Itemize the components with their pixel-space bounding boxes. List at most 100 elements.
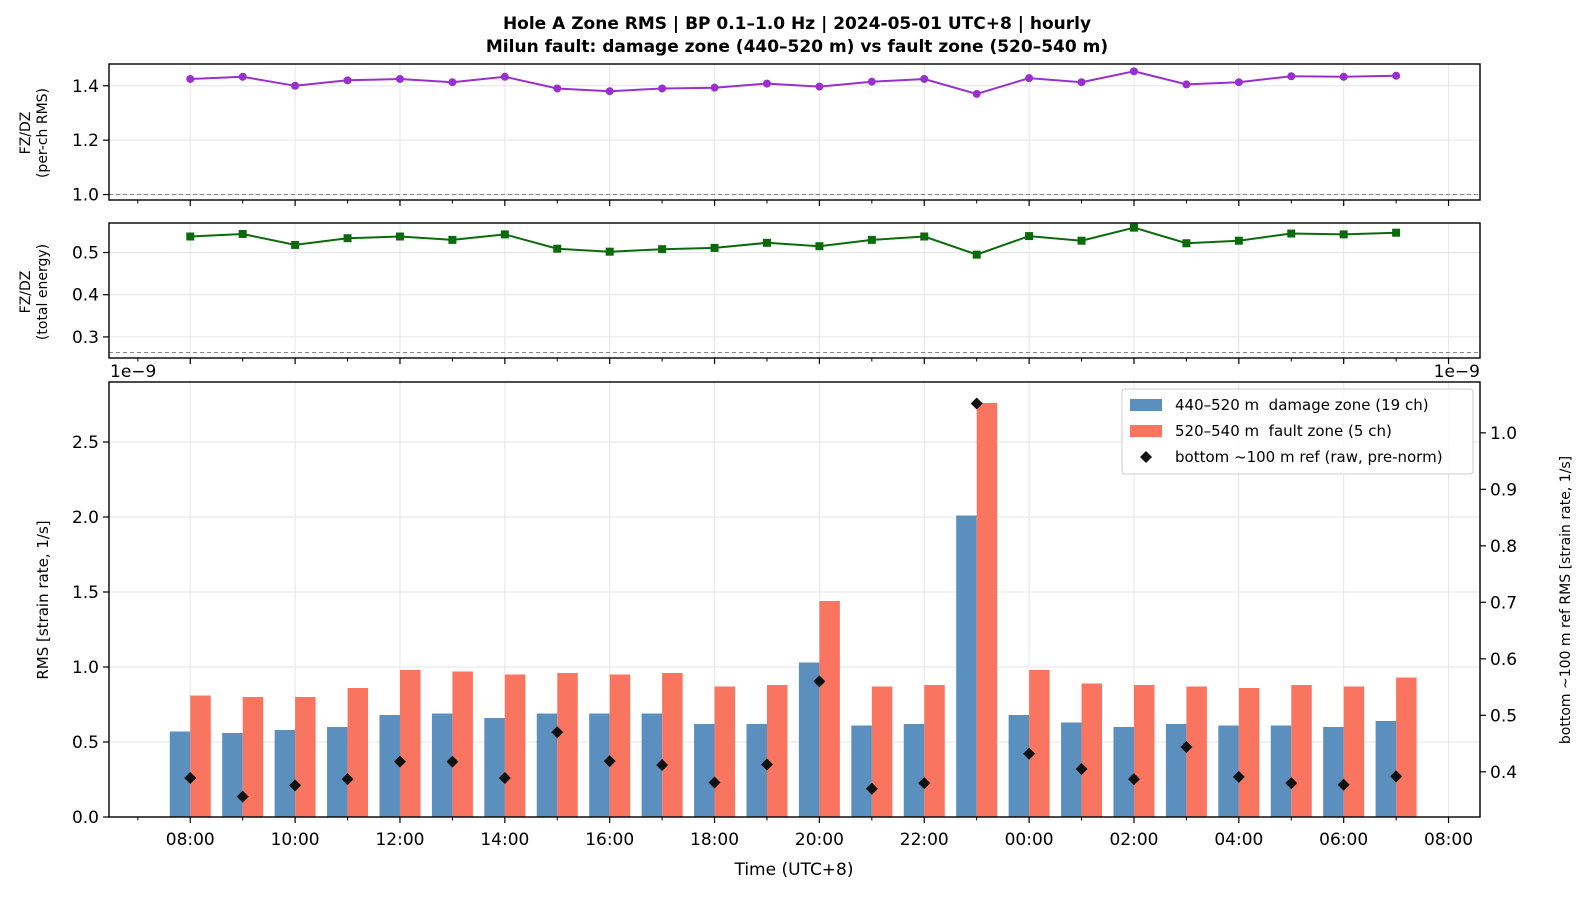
middle-panel-frame xyxy=(108,222,1481,359)
bar-damage-zone xyxy=(851,725,872,817)
p2-point xyxy=(291,240,300,249)
bar-damage-zone xyxy=(327,727,348,817)
bar-fault-zone xyxy=(1186,686,1207,817)
bar-damage-zone xyxy=(222,733,243,817)
bar-damage-zone xyxy=(431,713,453,817)
top-panel-frame xyxy=(108,63,1481,201)
bar-fault-zone xyxy=(242,697,264,817)
y-tick-label: 0.0 xyxy=(72,808,99,828)
ref-marker xyxy=(184,772,197,785)
p2-point xyxy=(1077,236,1086,245)
bar-fault-zone xyxy=(1291,685,1312,817)
p2-point xyxy=(867,235,876,244)
legend-label-ref: bottom ~100 m ref (raw, pre-norm) xyxy=(1175,448,1443,466)
p2-point xyxy=(448,235,457,244)
ref-marker xyxy=(236,790,249,803)
ref-marker xyxy=(393,755,406,768)
bar-damage-zone xyxy=(1008,715,1030,817)
middle-ylabel-line1: FZ/DZ xyxy=(18,271,34,314)
bar-damage-zone xyxy=(1375,721,1397,817)
x-tick-label: 08:00 xyxy=(1424,830,1473,850)
y-tick-label: 2.5 xyxy=(72,433,99,453)
bar-fault-zone xyxy=(714,686,736,817)
bar-fault-zone xyxy=(452,671,473,817)
bar-damage-zone xyxy=(798,662,820,817)
ref-marker xyxy=(1180,740,1193,753)
p1-point xyxy=(1392,71,1401,80)
p1-point xyxy=(186,74,195,83)
x-tick-label: 20:00 xyxy=(795,830,844,850)
x-tick-label: 16:00 xyxy=(585,830,634,850)
p2-point xyxy=(1234,236,1243,245)
y-tick-label: 0.5 xyxy=(72,733,99,753)
bar-damage-zone xyxy=(1061,722,1082,817)
ref-marker xyxy=(1127,773,1140,786)
bar-damage-zone xyxy=(1270,725,1292,817)
legend-marker-ref xyxy=(1140,451,1152,463)
middle-panel: 0.3 0.4 0.5 FZ/DZ (total energy) xyxy=(18,222,1481,364)
legend-swatch-fault xyxy=(1130,425,1162,437)
bar-damage-zone xyxy=(484,718,505,817)
y-tick-label-right: 0.5 xyxy=(1490,706,1517,726)
bar-fault-zone xyxy=(557,673,578,817)
bar-fault-zone xyxy=(190,695,211,817)
p2-point xyxy=(762,238,771,247)
bar-fault-zone xyxy=(766,685,788,817)
legend: 440–520 m damage zone (19 ch) 520–540 m … xyxy=(1121,388,1474,475)
ref-marker xyxy=(1232,770,1245,783)
bar-damage-zone xyxy=(956,515,977,817)
chart-title-line1: Hole A Zone RMS | BP 0.1–1.0 Hz | 2024-0… xyxy=(503,14,1091,34)
legend-swatch-damage xyxy=(1130,399,1162,411)
p1-point xyxy=(605,87,614,96)
x-tick-label: 04:00 xyxy=(1214,830,1263,850)
y-tick-label: 1.0 xyxy=(72,186,99,206)
y-tick-label-right: 0.6 xyxy=(1490,650,1517,670)
bar-fault-zone xyxy=(1343,686,1365,817)
bar-fault-zone xyxy=(976,403,998,817)
p2-point xyxy=(238,229,247,238)
bar-fault-zone xyxy=(1396,677,1417,817)
bar-fault-zone xyxy=(1029,670,1050,817)
y-tick-label: 2.0 xyxy=(72,508,99,528)
p1-point xyxy=(972,89,981,98)
x-tick-label: 06:00 xyxy=(1319,830,1368,850)
bar-damage-zone xyxy=(589,713,610,817)
bottom-panel: 0.0 0.5 1.0 1.5 2.0 2.5 0.4 0.5 0.6 0.7 0.8 0.9 1.0… xyxy=(34,362,1574,880)
bar-damage-zone xyxy=(694,724,715,817)
y-tick-label: 1.5 xyxy=(72,583,99,603)
bar-fault-zone xyxy=(1238,688,1260,817)
bottom-ylabel: RMS [strain rate, 1/s] xyxy=(34,520,52,679)
p1-point xyxy=(448,78,457,87)
x-tick-label: 14:00 xyxy=(480,830,529,850)
p2-point xyxy=(1129,223,1138,232)
top-ylabel-line2: (per-ch RMS) xyxy=(35,88,51,178)
p1-point xyxy=(1077,78,1086,87)
p1-point xyxy=(1025,74,1034,83)
p2-point xyxy=(1287,229,1296,238)
scale-note-right: 1e−9 xyxy=(1434,362,1480,382)
p1-point xyxy=(710,83,719,92)
p1-point xyxy=(343,76,352,85)
ref-marker xyxy=(1023,747,1036,760)
bar-damage-zone xyxy=(1113,727,1134,817)
p1-point xyxy=(1182,80,1191,89)
x-tick-label: 02:00 xyxy=(1109,830,1158,850)
y-tick-label-right: 1.0 xyxy=(1490,424,1517,444)
p2-point xyxy=(972,250,981,259)
legend-label-fault: 520–540 m fault zone (5 ch) xyxy=(1175,422,1392,440)
x-tick-label: 08:00 xyxy=(166,830,215,850)
p1-point xyxy=(291,81,300,90)
ref-marker xyxy=(498,772,511,785)
y-tick-label-right: 0.8 xyxy=(1490,537,1517,557)
bar-damage-zone xyxy=(746,724,767,817)
p1-point xyxy=(658,84,667,93)
p2-point xyxy=(605,247,614,256)
x-tick-label: 10:00 xyxy=(271,830,320,850)
top-panel: 1.0 1.2 1.4 FZ/DZ (per-ch RMS) xyxy=(18,63,1481,206)
bar-fault-zone xyxy=(871,686,893,817)
ref-marker xyxy=(656,759,669,772)
ref-marker xyxy=(603,755,616,768)
p1-point xyxy=(1234,78,1243,87)
y-tick-label: 0.4 xyxy=(72,286,99,306)
